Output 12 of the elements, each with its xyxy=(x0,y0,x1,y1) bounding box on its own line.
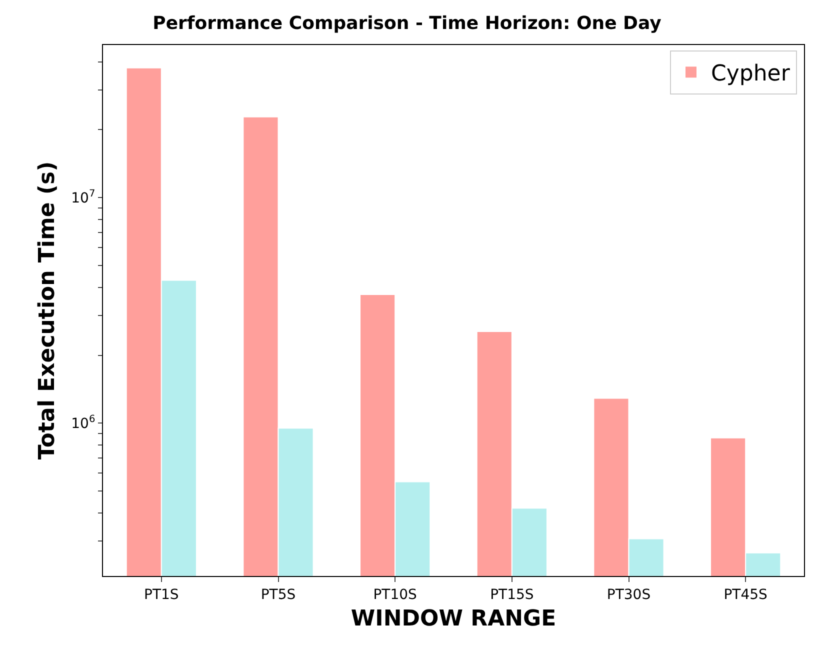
x-tick-label: PT1S xyxy=(144,586,179,603)
legend-label: Cypher xyxy=(710,62,791,87)
y-axis-title: Total Execution Time (s) xyxy=(34,161,60,460)
x-axis-title: WINDOW RANGE xyxy=(350,606,556,632)
x-tick-label: PT45S xyxy=(724,586,768,603)
x-tick-label: PT30S xyxy=(606,586,651,603)
x-tick-label: PT5S xyxy=(260,586,296,603)
x-tick-label: PT15S xyxy=(490,586,534,603)
y-tick-label: 10$^{6}$ xyxy=(71,414,96,432)
x-tick-label: PT10S xyxy=(373,586,418,603)
y-tick-label: 10$^{7}$ xyxy=(71,188,96,207)
chart-title: Performance Comparison - Time Horizon: One Day xyxy=(152,12,662,34)
